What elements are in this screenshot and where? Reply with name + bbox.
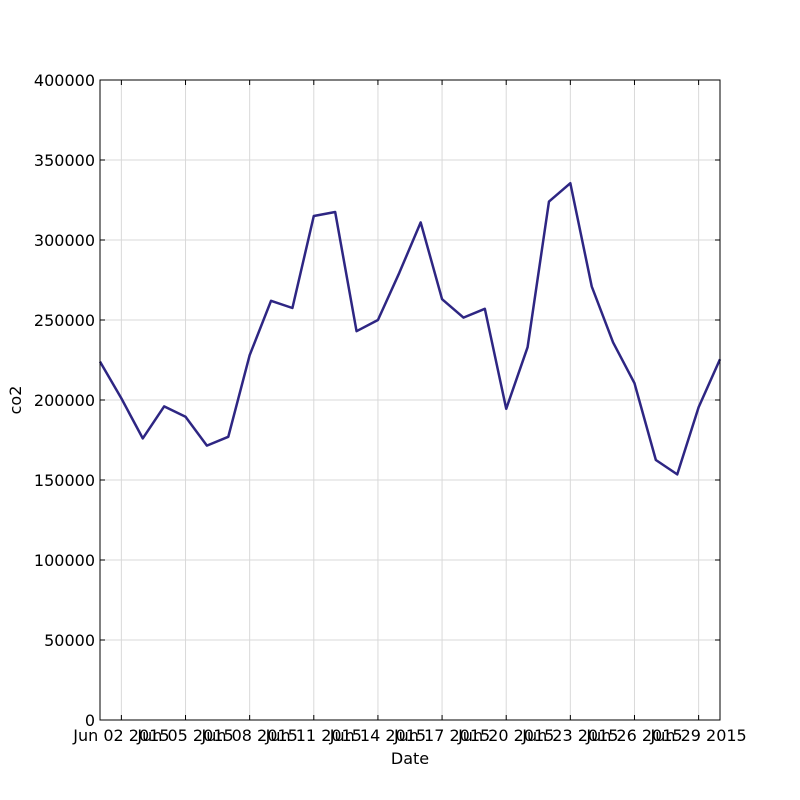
x-tick-label: Jun 14 2015 <box>329 726 426 745</box>
x-tick-label: Jun 23 2015 <box>521 726 618 745</box>
x-tick-label: Jun 29 2015 <box>649 726 746 745</box>
x-tick-label: Jun 20 2015 <box>457 726 554 745</box>
y-tick-label: 300000 <box>34 231 95 250</box>
x-tick-label: Jun 05 2015 <box>136 726 233 745</box>
y-tick-label: 350000 <box>34 151 95 170</box>
y-tick-label: 400000 <box>34 71 95 90</box>
x-tick-label: Jun 08 2015 <box>201 726 298 745</box>
x-tick-label: Jun 02 2015 <box>72 726 169 745</box>
y-tick-label: 0 <box>85 711 95 730</box>
tick-labels: 0 50000 100000 150000 200000 250000 300000 3500… <box>34 71 747 745</box>
x-tick-label: Jun 26 2015 <box>585 726 682 745</box>
x-axis-label: Date <box>391 749 429 768</box>
y-tick-label: 200000 <box>34 391 95 410</box>
ticks <box>100 79 720 721</box>
y-tick-label: 100000 <box>34 551 95 570</box>
x-tick-label: Jun 17 2015 <box>393 726 490 745</box>
y-tick-label: 150000 <box>34 471 95 490</box>
x-tick-label: Jun 11 2015 <box>265 726 362 745</box>
y-axis-label: co2 <box>6 386 25 415</box>
series-line <box>98 181 722 476</box>
y-tick-label: 50000 <box>44 631 95 650</box>
series-layer <box>98 181 722 476</box>
y-tick-label: 250000 <box>34 311 95 330</box>
